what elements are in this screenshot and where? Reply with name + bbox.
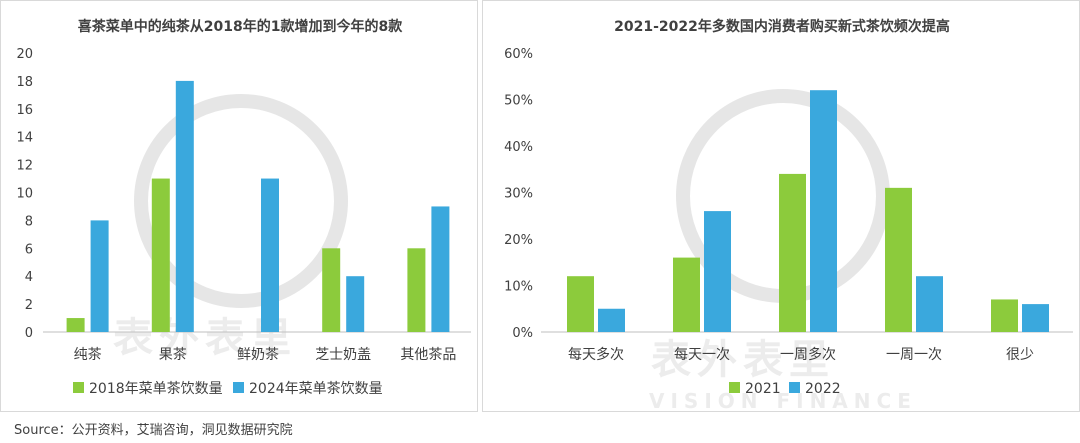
bar-series2 — [261, 178, 279, 332]
y-tick-label: 6 — [25, 242, 33, 257]
bar-series2 — [1022, 304, 1049, 332]
y-tick-label: 40% — [504, 140, 533, 155]
bar-series1 — [66, 318, 85, 332]
watermark-sub: VISION FINANCE — [649, 389, 917, 413]
chart-title: 喜茶菜单中的纯茶从2018年的1款增加到今年的8款 — [78, 18, 403, 35]
y-tick-label: 16 — [16, 103, 33, 118]
y-tick-label: 0 — [25, 326, 33, 341]
bar-series1 — [322, 248, 341, 332]
legend: 2018年菜单茶饮数量 2024年菜单茶饮数量 — [73, 381, 383, 397]
legend-swatch-2022 — [789, 382, 800, 393]
y-tick-label: 8 — [25, 214, 33, 229]
y-tick-label: 60% — [504, 47, 533, 62]
legend-label-2022: 2022 — [805, 381, 841, 397]
bar-series1 — [151, 178, 170, 332]
y-tick-label: 10 — [16, 187, 33, 202]
chart-panel-right: 表外表里 VISION FINANCE 2021-2022年多数国内消费者购买新… — [482, 0, 1080, 413]
y-tick-label: 50% — [504, 94, 533, 109]
y-tick-label: 20% — [504, 233, 533, 248]
y-tick-label: 2 — [25, 298, 33, 313]
y-tick-label: 30% — [504, 187, 533, 202]
bar-series1 — [779, 173, 806, 332]
chart-title: 2021-2022年多数国内消费者购买新式茶饮频次提高 — [614, 18, 950, 35]
watermark: 表外表里 — [113, 94, 348, 361]
bar-series2 — [598, 308, 625, 332]
bar-series2 — [916, 276, 943, 332]
y-tick-label: 12 — [16, 159, 33, 174]
bar-series1 — [991, 299, 1018, 332]
bar-series1 — [673, 257, 700, 332]
source-note: Source：公开资料，艾瑞咨询，洞见数据研究院 — [14, 423, 293, 438]
legend-swatch-2018 — [73, 382, 84, 393]
x-category-label: 鲜奶茶 — [237, 347, 279, 363]
y-tick-label: 0% — [512, 326, 533, 341]
legend-label-2021: 2021 — [745, 381, 781, 397]
x-category-label: 芝士奶盖 — [315, 347, 371, 363]
legend-swatch-2024 — [233, 382, 244, 393]
legend-label-2024: 2024年菜单茶饮数量 — [249, 381, 383, 397]
y-tick-label: 4 — [25, 270, 33, 285]
bar-series2 — [810, 90, 837, 332]
legend-swatch-2021 — [729, 382, 740, 393]
x-category-label: 一周一次 — [886, 347, 942, 363]
legend: 2021 2022 — [729, 381, 841, 397]
x-category-label: 纯茶 — [74, 347, 102, 363]
bar-series1 — [407, 248, 426, 332]
bar-series2 — [346, 276, 365, 332]
y-tick-label: 14 — [16, 131, 33, 146]
chart-panel-left: 表外表里 喜茶菜单中的纯茶从2018年的1款增加到今年的8款 0 2 4 6 8 10 12… — [0, 0, 478, 412]
chart-left: 表外表里 喜茶菜单中的纯茶从2018年的1款增加到今年的8款 0 2 4 6 8 10 12… — [16, 18, 471, 397]
bar-series2 — [431, 206, 450, 332]
bar-series1 — [567, 276, 594, 332]
bar-series2 — [175, 80, 194, 333]
y-tick-label: 18 — [16, 75, 33, 90]
bar-series1 — [885, 187, 912, 332]
legend-label-2018: 2018年菜单茶饮数量 — [89, 381, 223, 397]
x-category-label: 其他茶品 — [400, 347, 456, 363]
y-tick-label: 10% — [504, 280, 533, 295]
x-category-label: 每天多次 — [568, 346, 624, 363]
x-category-label: 一周多次 — [780, 346, 836, 363]
watermark-brand: 表外表里 — [651, 337, 835, 383]
x-category-label: 每天一次 — [674, 347, 730, 363]
x-category-label: 很少 — [1006, 347, 1034, 363]
y-tick-label: 20 — [16, 47, 33, 62]
bar-series2 — [704, 211, 731, 332]
x-category-label: 果茶 — [159, 347, 187, 363]
chart-right: 表外表里 VISION FINANCE 2021-2022年多数国内消费者购买新… — [504, 18, 1073, 413]
bar-series2 — [90, 220, 109, 332]
